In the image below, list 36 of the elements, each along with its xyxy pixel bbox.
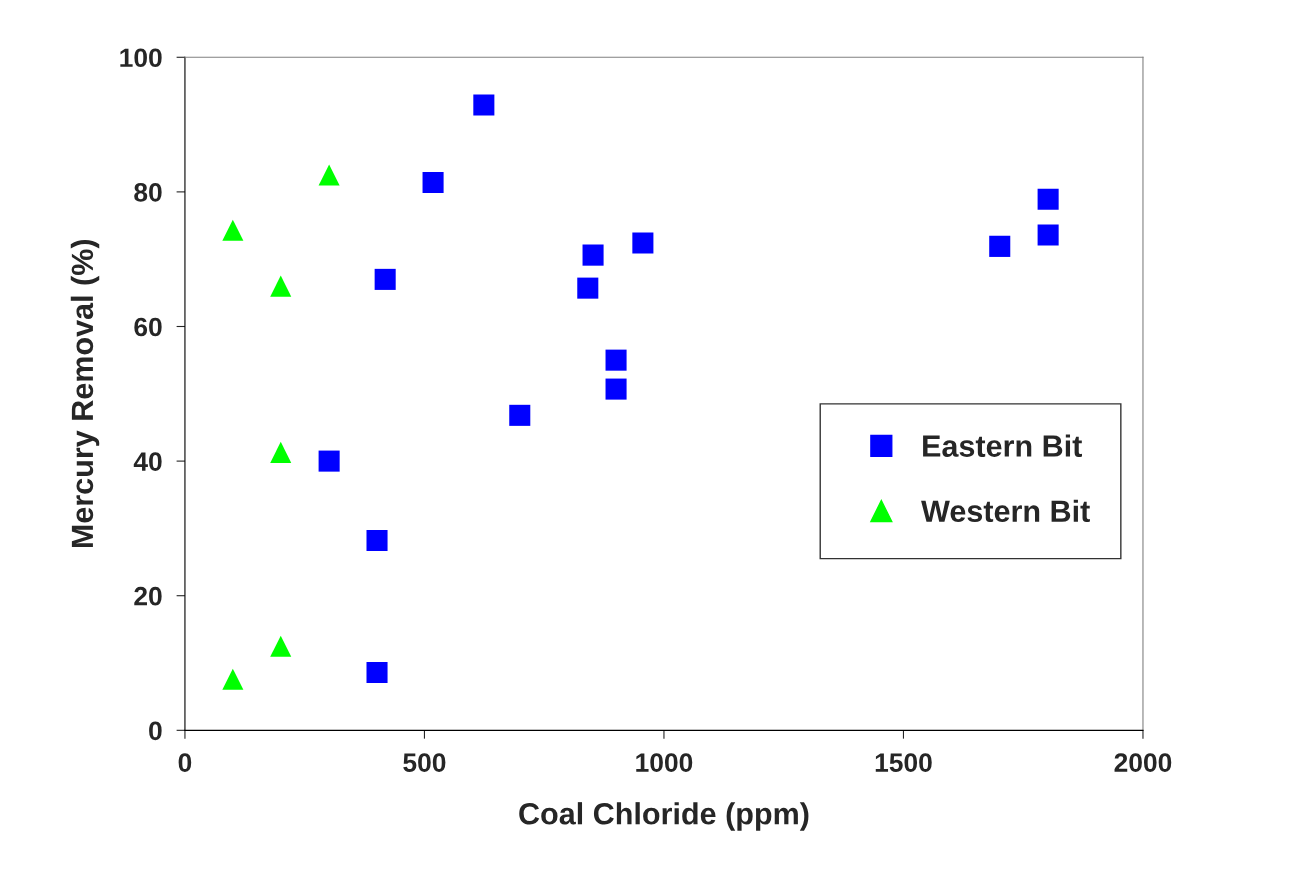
x-tick-label: 500 (403, 753, 446, 772)
point (366, 529, 388, 552)
x-tick-label: 0 (178, 753, 192, 772)
x-tick-label: 2000 (1114, 753, 1172, 772)
point (222, 668, 244, 690)
point (582, 244, 604, 266)
point (270, 275, 292, 297)
point (473, 94, 495, 116)
y-tick-label: 40 (133, 452, 162, 471)
x-tick-label: 1000 (636, 753, 693, 772)
y-tick-label: 60 (134, 317, 162, 337)
y-tick-label: 100 (120, 48, 162, 68)
point (374, 268, 396, 290)
y-tick-label: 20 (134, 586, 162, 606)
point (605, 378, 627, 400)
point (1037, 224, 1059, 246)
legend-label: Eastern Bit (923, 434, 1082, 457)
y-axis-title: Mercury Removal (%) (70, 239, 100, 548)
point (605, 349, 627, 371)
point (1037, 188, 1059, 210)
point (509, 404, 531, 426)
point (989, 235, 1011, 257)
legend-label: Western Bit (921, 499, 1090, 523)
point (577, 277, 599, 299)
point (270, 635, 292, 657)
point (318, 450, 340, 472)
y-tick-label: 80 (134, 183, 162, 202)
x-axis-title: Coal Chloride (ppm) (519, 802, 809, 831)
point (422, 171, 444, 193)
point (632, 232, 654, 254)
x-tick-label: 1500 (875, 753, 932, 772)
point (222, 219, 244, 241)
point (318, 164, 340, 186)
y-tick-label: 0 (149, 721, 162, 741)
point (366, 661, 388, 683)
point (270, 441, 292, 463)
